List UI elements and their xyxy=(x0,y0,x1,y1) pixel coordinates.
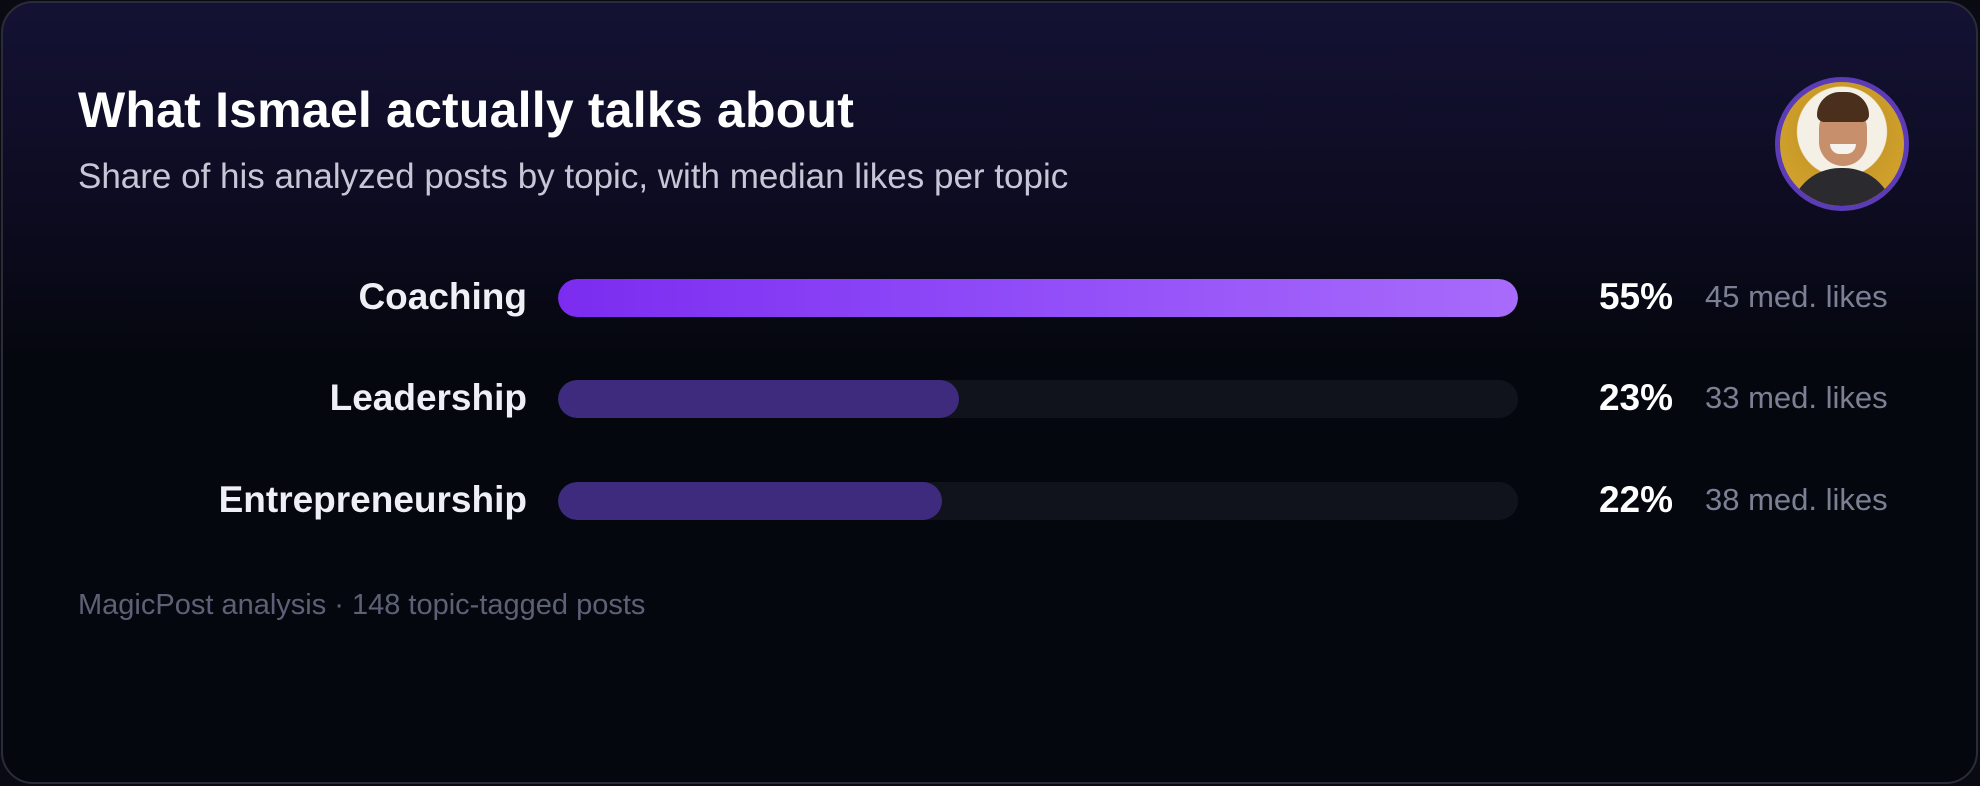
avatar-hair xyxy=(1817,92,1869,122)
bar-track xyxy=(558,380,1518,418)
bar-row-coaching: Coaching 55% 45 med. likes xyxy=(3,275,1976,319)
bar-row-leadership: Leadership 23% 33 med. likes xyxy=(3,376,1976,420)
bar-label: Coaching xyxy=(358,276,527,317)
bar-label: Leadership xyxy=(329,377,527,418)
bar-fill xyxy=(558,380,960,418)
bar-row-entrepreneurship: Entrepreneurship 22% 38 med. likes xyxy=(3,478,1976,522)
bar-track xyxy=(558,482,1518,520)
median-likes-label: 38 med. likes xyxy=(1705,482,1888,517)
profile-avatar xyxy=(1775,77,1909,211)
bar-label: Entrepreneurship xyxy=(218,479,527,520)
bar-fill xyxy=(558,482,942,520)
source-footer: MagicPost analysis · 148 topic-tagged po… xyxy=(78,589,646,621)
median-likes-label: 45 med. likes xyxy=(1705,279,1888,314)
bar-value-label: 22% xyxy=(1598,479,1673,520)
bar-value-label: 55% xyxy=(1598,276,1673,317)
avatar-smile xyxy=(1830,144,1856,154)
bar-track xyxy=(558,279,1518,317)
card-title: What Ismael actually talks about xyxy=(78,82,855,138)
card-subtitle: Share of his analyzed posts by topic, wi… xyxy=(78,157,1069,196)
bar-fill xyxy=(558,279,1518,317)
median-likes-label: 33 med. likes xyxy=(1705,380,1888,415)
avatar-shirt xyxy=(1790,168,1894,206)
bar-value-label: 23% xyxy=(1598,377,1673,418)
